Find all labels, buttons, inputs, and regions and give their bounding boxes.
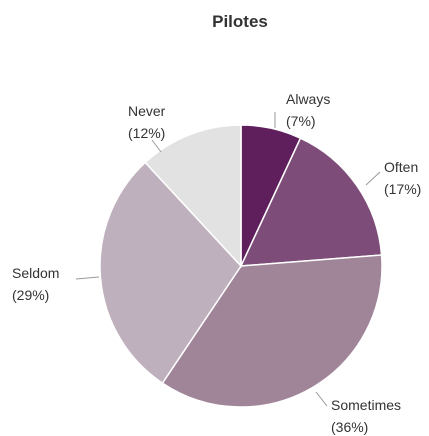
leader-lines <box>75 112 381 407</box>
slice-label-often: Often <box>384 159 418 175</box>
slice-label-never: Never <box>128 103 166 119</box>
slice-label-sometimes: Sometimes <box>331 397 401 413</box>
pie-slice-never <box>144 124 242 268</box>
slice-percent-sometimes: (36%) <box>331 419 368 435</box>
slice-label-seldom: Seldom <box>12 265 59 281</box>
slice-label-always: Always <box>286 91 330 107</box>
slice-labels: Always (7%) Often (17%) Sometimes (36%) Seldom… <box>12 91 421 435</box>
pie-slice-sometimes <box>161 254 383 408</box>
slice-percent-often: (17%) <box>384 181 421 197</box>
pie-slice-often <box>239 137 383 267</box>
slice-percent-always: (7%) <box>286 113 316 129</box>
slice-percent-seldom: (29%) <box>12 287 49 303</box>
slice-percent-never: (12%) <box>128 125 165 141</box>
leader-line-never <box>151 139 162 153</box>
chart-title: Pilotes <box>212 12 268 31</box>
pie-slices <box>99 124 383 408</box>
pie-slice-seldom <box>99 161 242 385</box>
leader-line-seldom <box>75 276 100 280</box>
leader-line-often <box>365 171 381 186</box>
leader-line-sometimes <box>315 391 328 407</box>
